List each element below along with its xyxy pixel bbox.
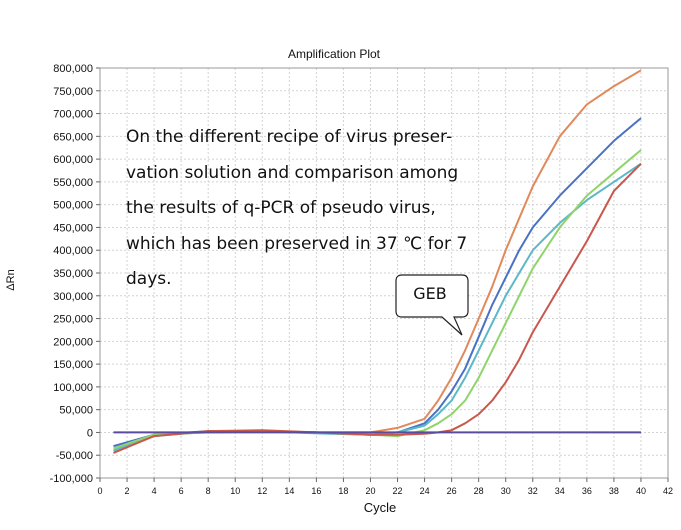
callout-bubble [395, 274, 469, 336]
series-line-5 [113, 162, 642, 454]
y-axis-ticks: -100,000 -50,000 0 50,000 100,000 150,000 200,… [50, 63, 100, 485]
y-tick-label: 500,000 [53, 200, 93, 212]
y-tick-label: 0 [87, 427, 93, 439]
y-tick-label: 300,000 [53, 291, 93, 303]
y-tick-label: 400,000 [53, 245, 93, 257]
y-tick-label: 50,000 [59, 405, 93, 417]
x-tick-label: 34 [555, 486, 565, 496]
x-tick-label: 16 [311, 486, 321, 496]
x-tick-label: 40 [636, 486, 646, 496]
y-tick-label: 750,000 [53, 86, 93, 98]
y-tick-label: 100,000 [53, 382, 93, 394]
x-axis-label: Cycle [364, 500, 397, 515]
y-tick-label: 150,000 [53, 359, 93, 371]
callout-label: GEB [413, 284, 447, 303]
y-tick-label: 800,000 [53, 63, 93, 75]
y-tick-label: 700,000 [53, 109, 93, 121]
annotation-text: On the different recipe of virus preser-… [126, 127, 468, 290]
y-axis-label: ΔRn [5, 269, 17, 290]
y-tick-label: 550,000 [53, 177, 93, 189]
x-tick-label: 18 [338, 486, 348, 496]
x-tick-label: 2 [125, 486, 130, 496]
x-tick-label: 32 [528, 486, 538, 496]
y-tick-label: -100,000 [50, 473, 93, 485]
x-tick-label: 38 [609, 486, 619, 496]
y-tick-label: -50,000 [56, 450, 93, 462]
x-tick-label: 0 [97, 486, 102, 496]
x-tick-label: 10 [230, 486, 240, 496]
y-tick-label: 450,000 [53, 222, 93, 234]
x-tick-label: 24 [420, 486, 430, 496]
x-tick-label: 26 [447, 486, 457, 496]
y-tick-label: 350,000 [53, 268, 93, 280]
x-axis-ticks: 0 2 4 6 8 10 12 14 16 18 20 22 24 26 28 30 32 34 36 38 40 42 [97, 478, 673, 496]
x-tick-label: 42 [663, 486, 673, 496]
x-tick-label: 8 [206, 486, 211, 496]
x-tick-label: 6 [179, 486, 184, 496]
x-tick-label: 36 [582, 486, 592, 496]
y-tick-label: 650,000 [53, 131, 93, 143]
x-tick-label: 28 [474, 486, 484, 496]
x-tick-label: 12 [257, 486, 267, 496]
series-group [113, 69, 642, 454]
y-tick-label: 250,000 [53, 314, 93, 326]
x-tick-label: 30 [501, 486, 511, 496]
y-tick-label: 600,000 [53, 154, 93, 166]
x-tick-label: 22 [393, 486, 403, 496]
x-tick-label: 14 [284, 486, 294, 496]
chart-title: Amplification Plot [288, 47, 381, 61]
x-tick-label: 20 [365, 486, 375, 496]
x-tick-label: 4 [152, 486, 157, 496]
y-tick-label: 200,000 [53, 336, 93, 348]
